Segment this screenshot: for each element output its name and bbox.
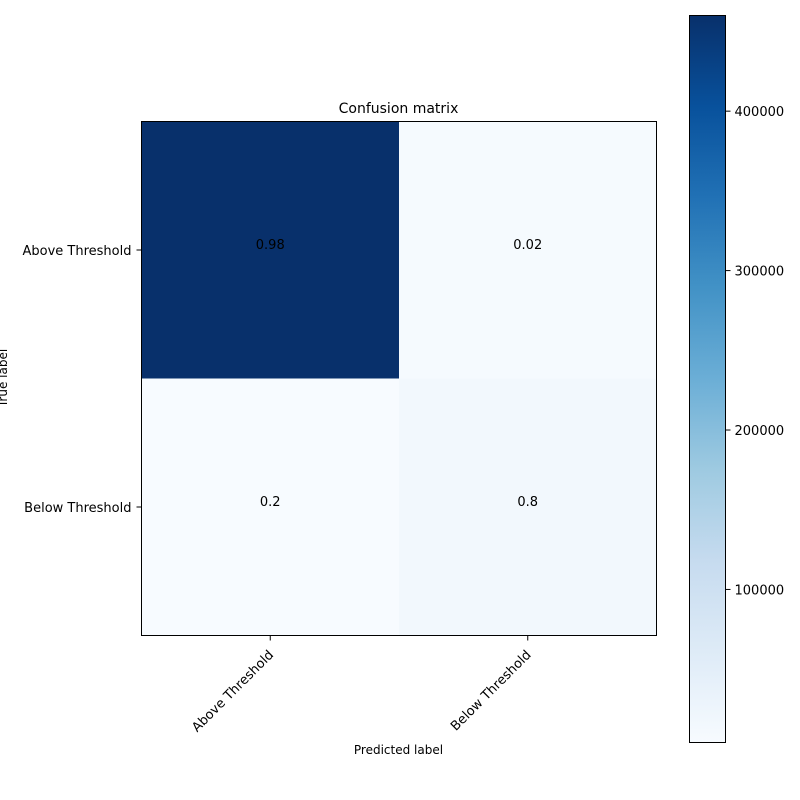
colorbar-ticks: 100000 200000 300000 400000 bbox=[725, 105, 785, 598]
x-axis-label: Predicted label bbox=[354, 743, 443, 757]
y-axis-ticks: Above Threshold Below Threshold bbox=[23, 244, 142, 516]
cell-label-1-0: 0.2 bbox=[260, 495, 281, 510]
chart-title: Confusion matrix bbox=[339, 101, 459, 117]
y-tick-label: Above Threshold bbox=[23, 244, 132, 259]
x-tick-label: Below Threshold bbox=[448, 648, 534, 734]
x-axis-ticks: Above Threshold Below Threshold bbox=[189, 635, 535, 736]
cell-label-0-0: 0.98 bbox=[256, 238, 285, 253]
heatmap-cells bbox=[141, 121, 657, 636]
y-axis-label: True label bbox=[0, 349, 10, 408]
x-tick-label: Above Threshold bbox=[189, 648, 277, 736]
heatmap-cell-0-1 bbox=[399, 121, 657, 379]
plot-frame bbox=[141, 121, 657, 636]
y-tick-label: Below Threshold bbox=[24, 501, 131, 516]
heatmap-cell-0-0 bbox=[141, 121, 400, 379]
cell-label-0-1: 0.02 bbox=[513, 238, 542, 253]
cell-label-1-1: 0.8 bbox=[517, 495, 538, 510]
heatmap-cell-labels: 0.98 0.02 0.2 0.8 bbox=[256, 238, 542, 510]
colorbar-tick-label: 300000 bbox=[735, 265, 785, 280]
heatmap-cell-1-0 bbox=[141, 378, 400, 636]
colorbar-tick-label: 200000 bbox=[735, 424, 785, 439]
colorbar-tick-label: 400000 bbox=[735, 105, 785, 120]
heatmap-cell-1-1 bbox=[399, 378, 657, 636]
colorbar-tick-label: 100000 bbox=[735, 583, 785, 598]
colorbar bbox=[689, 15, 726, 743]
